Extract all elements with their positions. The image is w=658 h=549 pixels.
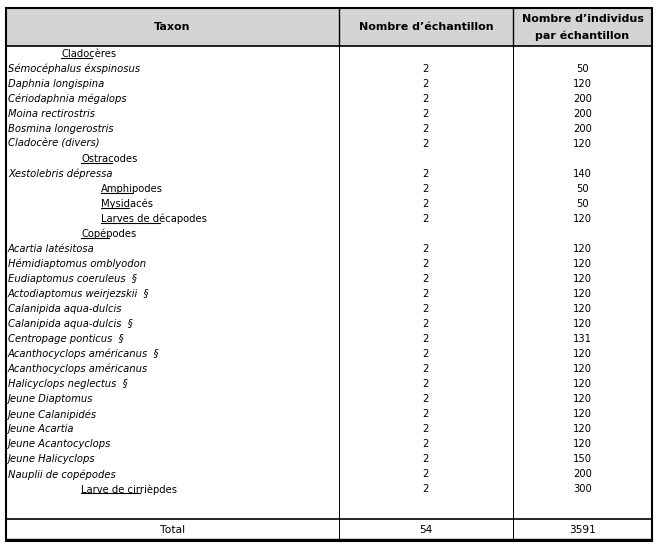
Text: 50: 50 bbox=[576, 64, 589, 74]
Text: 2: 2 bbox=[422, 439, 429, 450]
Text: 2: 2 bbox=[422, 124, 429, 134]
Text: Jeune Halicyclops: Jeune Halicyclops bbox=[8, 455, 95, 464]
Text: 2: 2 bbox=[422, 394, 429, 404]
Text: 2: 2 bbox=[422, 469, 429, 479]
Text: 120: 120 bbox=[573, 289, 592, 299]
Text: 120: 120 bbox=[573, 349, 592, 359]
Text: 3591: 3591 bbox=[569, 525, 596, 535]
Text: 120: 120 bbox=[573, 214, 592, 224]
Text: 2: 2 bbox=[422, 289, 429, 299]
Text: Acartia latésitosa: Acartia latésitosa bbox=[8, 244, 95, 254]
Text: 120: 120 bbox=[573, 379, 592, 389]
Text: Larve de cirrièpdes: Larve de cirrièpdes bbox=[81, 484, 177, 495]
Text: 54: 54 bbox=[419, 525, 432, 535]
Text: 140: 140 bbox=[573, 169, 592, 179]
Text: 2: 2 bbox=[422, 244, 429, 254]
Text: 131: 131 bbox=[573, 334, 592, 344]
Text: Acanthocyclops américanus: Acanthocyclops américanus bbox=[8, 364, 148, 374]
Text: 2: 2 bbox=[422, 410, 429, 419]
Text: Jeune Calanipidés: Jeune Calanipidés bbox=[8, 409, 97, 419]
Text: Ostracodes: Ostracodes bbox=[81, 154, 138, 164]
Text: 2: 2 bbox=[422, 214, 429, 224]
Bar bbox=[6, 8, 652, 46]
Text: Cériodaphnia mégalops: Cériodaphnia mégalops bbox=[8, 93, 126, 104]
Text: 2: 2 bbox=[422, 455, 429, 464]
Text: Moina rectirostris: Moina rectirostris bbox=[8, 109, 95, 119]
Text: 150: 150 bbox=[573, 455, 592, 464]
Text: 120: 120 bbox=[573, 439, 592, 450]
Text: 2: 2 bbox=[422, 94, 429, 104]
Text: Nombre d’échantillon: Nombre d’échantillon bbox=[359, 22, 494, 32]
Text: 200: 200 bbox=[573, 109, 592, 119]
Text: Acanthocyclops américanus  §: Acanthocyclops américanus § bbox=[8, 349, 159, 360]
Text: Jeune Diaptomus: Jeune Diaptomus bbox=[8, 394, 93, 404]
Text: Amphipodes: Amphipodes bbox=[101, 184, 163, 194]
Text: Bosmina longerostris: Bosmina longerostris bbox=[8, 124, 114, 134]
Text: Cladocères: Cladocères bbox=[61, 48, 116, 59]
Text: Larves de décapodes: Larves de décapodes bbox=[101, 214, 207, 224]
Text: Nombre d’individus: Nombre d’individus bbox=[522, 14, 644, 24]
Text: 50: 50 bbox=[576, 184, 589, 194]
Text: 2: 2 bbox=[422, 199, 429, 209]
Text: 120: 120 bbox=[573, 364, 592, 374]
Text: 2: 2 bbox=[422, 319, 429, 329]
Text: Calanipida aqua-dulcis: Calanipida aqua-dulcis bbox=[8, 304, 122, 314]
Text: Actodiaptomus weirjezskii  §: Actodiaptomus weirjezskii § bbox=[8, 289, 149, 299]
Text: 120: 120 bbox=[573, 424, 592, 434]
Text: 2: 2 bbox=[422, 64, 429, 74]
Text: 2: 2 bbox=[422, 259, 429, 269]
Text: 300: 300 bbox=[573, 484, 592, 495]
Text: 2: 2 bbox=[422, 334, 429, 344]
Text: 50: 50 bbox=[576, 199, 589, 209]
Text: Taxon: Taxon bbox=[154, 22, 191, 32]
Text: Cladocère (divers): Cladocère (divers) bbox=[8, 139, 99, 149]
Text: 2: 2 bbox=[422, 184, 429, 194]
Text: 120: 120 bbox=[573, 244, 592, 254]
Text: 200: 200 bbox=[573, 469, 592, 479]
Text: 120: 120 bbox=[573, 304, 592, 314]
Text: Daphnia longispina: Daphnia longispina bbox=[8, 79, 104, 88]
Text: 2: 2 bbox=[422, 364, 429, 374]
Text: 120: 120 bbox=[573, 259, 592, 269]
Text: 120: 120 bbox=[573, 319, 592, 329]
Text: Hémidiaptomus omblyodon: Hémidiaptomus omblyodon bbox=[8, 259, 146, 269]
Text: 2: 2 bbox=[422, 139, 429, 149]
Text: Xestolebris dépressa: Xestolebris dépressa bbox=[8, 169, 113, 179]
Text: 120: 120 bbox=[573, 274, 592, 284]
Text: 120: 120 bbox=[573, 410, 592, 419]
Text: 2: 2 bbox=[422, 169, 429, 179]
Text: Calanipida aqua-dulcis  §: Calanipida aqua-dulcis § bbox=[8, 319, 133, 329]
Text: Centropage ponticus  §: Centropage ponticus § bbox=[8, 334, 124, 344]
Text: 2: 2 bbox=[422, 484, 429, 495]
Text: 2: 2 bbox=[422, 379, 429, 389]
Text: Nauplii de copépodes: Nauplii de copépodes bbox=[8, 469, 116, 480]
Text: 120: 120 bbox=[573, 394, 592, 404]
Text: 120: 120 bbox=[573, 139, 592, 149]
Text: 2: 2 bbox=[422, 424, 429, 434]
Text: 2: 2 bbox=[422, 304, 429, 314]
Text: Total: Total bbox=[160, 525, 185, 535]
Text: 2: 2 bbox=[422, 79, 429, 88]
Text: par échantillon: par échantillon bbox=[536, 30, 630, 41]
Text: Sémocéphalus éxspinosus: Sémocéphalus éxspinosus bbox=[8, 63, 140, 74]
Text: 2: 2 bbox=[422, 274, 429, 284]
Text: Eudiaptomus coeruleus  §: Eudiaptomus coeruleus § bbox=[8, 274, 137, 284]
Text: 200: 200 bbox=[573, 94, 592, 104]
Text: 2: 2 bbox=[422, 349, 429, 359]
Text: Halicyclops neglectus  §: Halicyclops neglectus § bbox=[8, 379, 128, 389]
Text: 200: 200 bbox=[573, 124, 592, 134]
Text: Jeune Acartia: Jeune Acartia bbox=[8, 424, 74, 434]
Text: Jeune Acantocyclops: Jeune Acantocyclops bbox=[8, 439, 111, 450]
Text: 2: 2 bbox=[422, 109, 429, 119]
Text: 120: 120 bbox=[573, 79, 592, 88]
Text: Copépodes: Copépodes bbox=[81, 229, 136, 239]
Text: Mysidacés: Mysidacés bbox=[101, 199, 153, 209]
